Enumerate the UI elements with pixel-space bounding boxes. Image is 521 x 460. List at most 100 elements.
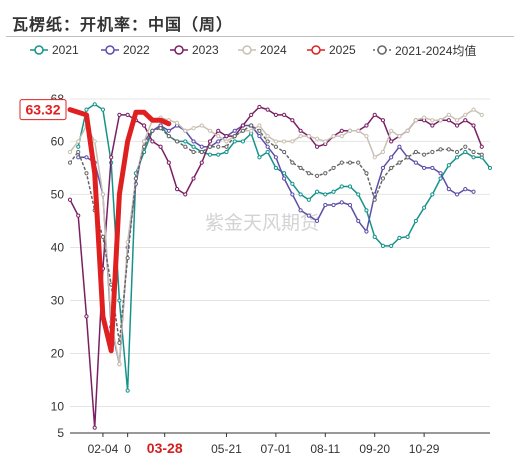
data-point-2021-2024--31	[323, 171, 328, 176]
data-point-2021-46	[454, 155, 460, 160]
data-point-2024-32	[331, 134, 336, 139]
data-point-2023-15	[191, 176, 196, 181]
y-tick-label-20: 20	[51, 346, 65, 360]
legend-item-2023[interactable]: 2023	[170, 41, 219, 59]
last-value-callout: 63.32	[19, 99, 67, 121]
data-point-2021-36	[372, 234, 377, 239]
data-point-2023-49	[471, 123, 476, 128]
chart-title: 瓦楞纸：开机率：中国（周）	[12, 15, 234, 34]
x-tick-label-0: 02-04	[88, 442, 119, 456]
data-point-2021-2024--40	[397, 160, 402, 165]
data-point-2024-9	[142, 139, 147, 144]
data-point-2023-2	[84, 314, 89, 319]
data-point-2023-0	[67, 197, 73, 202]
legend-marker-2021	[30, 45, 48, 55]
data-point-2024-40	[397, 134, 402, 139]
data-point-2021-45	[446, 163, 451, 168]
data-point-2021-2024--41	[405, 155, 410, 160]
data-point-2021-2024--29	[306, 171, 311, 176]
data-point-2024-1	[76, 139, 81, 144]
data-point-2024-6	[117, 361, 122, 367]
data-point-2022-32	[339, 200, 344, 205]
data-point-2022-45	[446, 187, 451, 192]
x-tick-label-5: 08-11	[310, 442, 340, 456]
data-point-2023-44	[430, 123, 435, 128]
data-point-2021-2024--13	[174, 139, 180, 144]
data-point-2024-14	[183, 128, 188, 133]
data-point-2021-44	[438, 176, 443, 181]
data-point-2021-2024--43	[422, 152, 427, 157]
data-point-2021-2024--8	[133, 176, 138, 181]
data-point-2022-28	[306, 213, 311, 218]
data-point-2021-16	[207, 152, 213, 157]
data-point-2024-50	[479, 112, 484, 118]
data-point-2022-38	[389, 155, 394, 160]
data-point-2022-39	[397, 144, 402, 149]
data-point-2024-25	[273, 139, 278, 144]
data-point-2021-35	[364, 208, 369, 213]
legend-item-2024[interactable]: 2024	[238, 41, 287, 59]
data-point-2024-27	[290, 139, 295, 144]
data-point-2021-27	[298, 192, 303, 197]
data-point-2021-39	[397, 235, 402, 241]
legend-item-2025[interactable]: 2025	[307, 41, 356, 59]
x-tick-label-2: 03-28	[147, 440, 183, 456]
data-point-2022-25	[282, 176, 287, 181]
legend-item-2021[interactable]: 2021	[30, 41, 79, 59]
data-point-2021-24	[273, 165, 278, 171]
legend-marker-average	[373, 45, 391, 55]
data-point-2021-48	[471, 155, 476, 160]
data-point-2023-33	[339, 128, 344, 133]
y-tick-label-50: 50	[51, 187, 65, 201]
title-divider	[6, 36, 514, 37]
data-point-2024-19	[224, 139, 229, 144]
data-point-2021-2024--1	[76, 149, 81, 155]
data-point-2021-2024--4	[100, 234, 106, 239]
data-point-2023-28	[298, 128, 303, 133]
data-point-2022-37	[380, 165, 386, 171]
data-point-2022-47	[463, 187, 468, 192]
data-point-2024-18	[216, 134, 221, 139]
data-point-2022-46	[454, 192, 460, 197]
data-point-2022-30	[323, 202, 328, 208]
data-point-2021-2024--25	[273, 144, 278, 149]
data-point-2024-38	[380, 149, 386, 155]
gridlines	[70, 98, 490, 434]
data-point-2021-17	[216, 152, 221, 157]
data-point-2022-35	[364, 229, 369, 234]
data-point-2021-33	[347, 184, 353, 189]
data-point-2023-38	[380, 118, 386, 123]
data-point-2021-22	[257, 155, 262, 160]
data-point-2023-26	[282, 112, 287, 118]
data-point-2021-2024--7	[125, 255, 130, 261]
legend: 2021 2022 2023 2024 2025 2021-2024均值	[0, 41, 521, 59]
data-point-2023-27	[290, 118, 295, 123]
legend-item-2022[interactable]: 2022	[101, 41, 150, 59]
data-point-2021-2024--47	[454, 149, 460, 155]
data-point-2022-22	[257, 134, 262, 139]
legend-marker-2024	[238, 45, 256, 55]
legend-label-2021: 2021	[52, 43, 79, 57]
data-point-2021-2024--12	[166, 134, 171, 139]
data-point-2024-33	[339, 134, 344, 139]
watermark: 紫金天风期货	[205, 212, 319, 234]
y-tick-label-10: 10	[51, 399, 65, 413]
data-point-2024-16	[199, 123, 204, 128]
data-point-2024-36	[364, 134, 369, 139]
data-point-2022-17	[216, 139, 221, 144]
data-point-2024-48	[463, 112, 468, 118]
legend-item-average[interactable]: 2021-2024均值	[373, 41, 476, 59]
data-point-2023-19	[224, 134, 229, 139]
data-point-2021-2024--28	[298, 165, 303, 171]
data-point-2023-14	[183, 192, 188, 197]
data-point-2021-2024--10	[150, 128, 155, 133]
data-point-2022-15	[199, 144, 204, 149]
data-point-2021-2024--44	[430, 149, 435, 155]
data-point-2023-30	[314, 144, 320, 149]
x-tick-label-6: 09-20	[359, 442, 390, 456]
data-point-2021-2024--49	[471, 149, 476, 155]
data-point-2023-7	[125, 112, 130, 118]
data-point-2021-2024--33	[339, 160, 344, 165]
data-point-2024-35	[356, 128, 361, 133]
